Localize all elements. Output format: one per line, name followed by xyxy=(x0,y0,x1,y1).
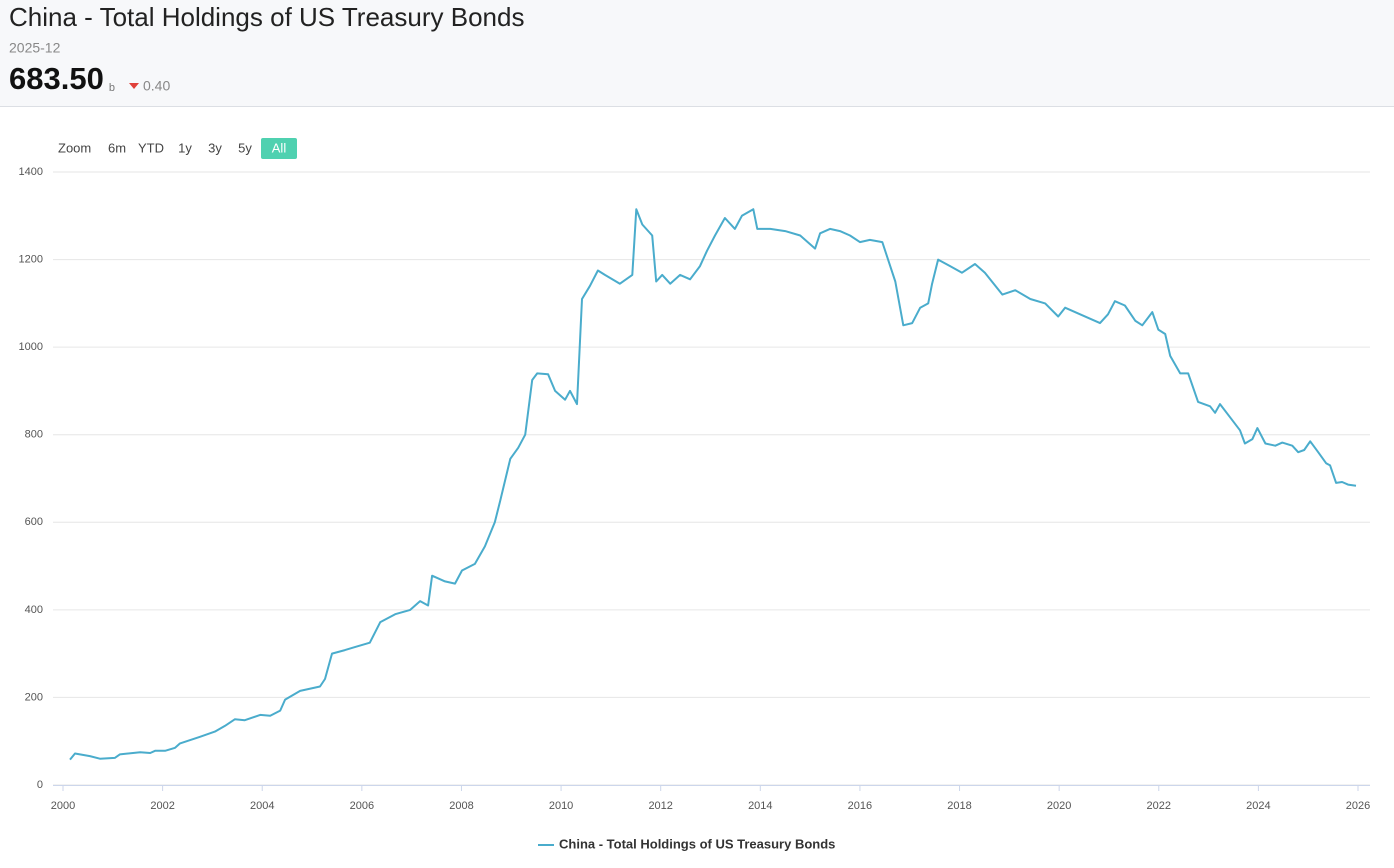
down-arrow xyxy=(129,83,139,89)
latest-value: 683.50 xyxy=(9,61,104,96)
y-tick-label: 1000 xyxy=(19,341,43,353)
x-tick-label: 2020 xyxy=(1047,800,1071,812)
x-tick-label: 2004 xyxy=(250,800,274,812)
range-button[interactable]: 1y xyxy=(171,138,199,159)
y-tick-label: 1200 xyxy=(19,253,43,265)
change: 0.40 xyxy=(143,78,170,94)
range-button[interactable]: 3y xyxy=(201,138,229,159)
x-tick-label: 2026 xyxy=(1346,800,1370,812)
range-button-bg xyxy=(261,138,297,159)
range-button-label: All xyxy=(272,140,287,155)
range-button-label: 6m xyxy=(108,140,126,155)
series-line xyxy=(69,208,1357,761)
range-button[interactable]: YTD xyxy=(133,138,169,159)
range-button-label: YTD xyxy=(138,140,164,155)
x-tick-label: 2016 xyxy=(848,800,872,812)
header-bg xyxy=(0,0,1394,106)
range-button-label: 1y xyxy=(178,140,192,155)
legend-item[interactable]: China - Total Holdings of US Treasury Bo… xyxy=(538,836,835,851)
date: 2025-12 xyxy=(9,40,61,56)
unit: b xyxy=(109,82,115,94)
x-tick-label: 2012 xyxy=(648,800,672,812)
range-selector: Zoom xyxy=(58,140,91,155)
x-tick-label: 2002 xyxy=(150,800,174,812)
x-tick-label: 2022 xyxy=(1147,800,1171,812)
x-tick-label: 2010 xyxy=(549,800,573,812)
range-button[interactable]: 5y xyxy=(231,138,259,159)
y-tick-label: 0 xyxy=(37,779,43,791)
x-tick-label: 2006 xyxy=(350,800,374,812)
y-tick-label: 800 xyxy=(25,429,43,441)
zoom-label: Zoom xyxy=(58,140,91,155)
x-tick-label: 2018 xyxy=(947,800,971,812)
legend-label: China - Total Holdings of US Treasury Bo… xyxy=(559,836,835,851)
y-tick-label: 600 xyxy=(25,516,43,528)
x-tick-label: 2000 xyxy=(51,800,75,812)
x-tick-label: 2014 xyxy=(748,800,772,812)
x-tick-label: 2008 xyxy=(449,800,473,812)
y-tick-label: 400 xyxy=(25,604,43,616)
range-button-label: 5y xyxy=(238,140,252,155)
title: China - Total Holdings of US Treasury Bo… xyxy=(9,2,524,32)
y-tick-label: 1400 xyxy=(19,166,43,178)
range-button-label: 3y xyxy=(208,140,222,155)
x-tick-label: 2024 xyxy=(1246,800,1270,812)
y-tick-label: 200 xyxy=(25,691,43,703)
range-button[interactable]: 6m xyxy=(103,138,131,159)
range-button[interactable]: All xyxy=(261,138,297,159)
